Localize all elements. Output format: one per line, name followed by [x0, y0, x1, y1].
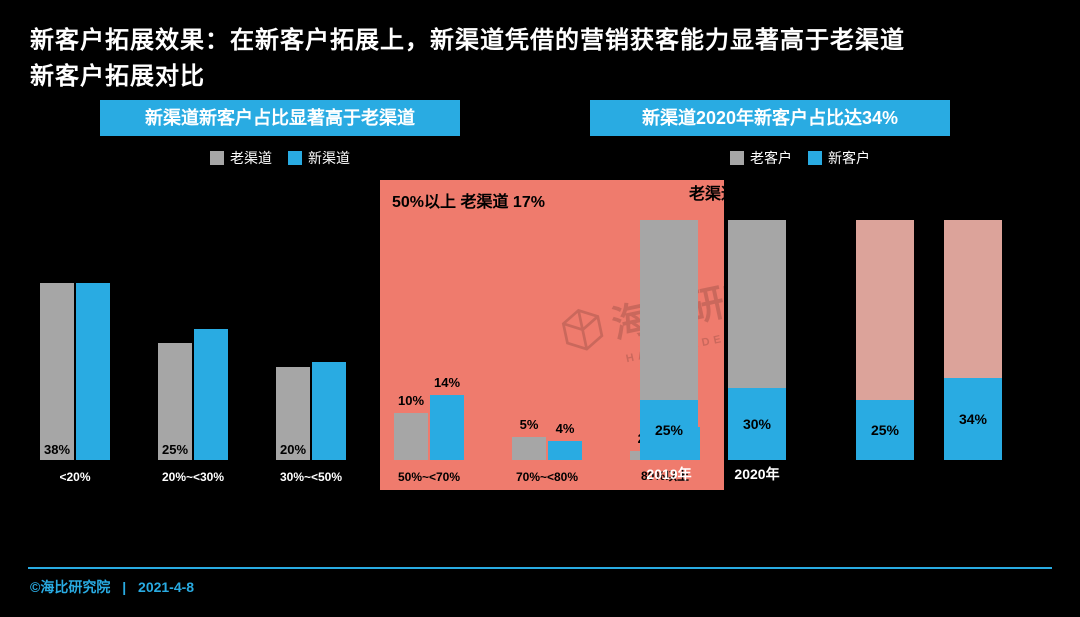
legend-label: 老客户 — [750, 148, 792, 168]
x-axis-label: 20%~<30% — [162, 470, 224, 484]
footer: ©海比研究院 | 2021-4-8 — [30, 577, 194, 597]
legend-label: 新渠道 — [308, 148, 350, 168]
footer-date: 2021-4-8 — [138, 579, 194, 595]
x-axis-label: <20% — [59, 470, 90, 484]
title-main: 新客户拓展效果：在新客户拓展上，新渠道凭借的营销获客能力显著高于老渠道 — [30, 20, 905, 55]
segment-value-label: 25% — [655, 422, 683, 438]
segment-old — [856, 220, 914, 400]
bar: 4% — [548, 441, 582, 460]
legend-label: 老渠道 — [230, 148, 272, 168]
x-axis-label: 70%~<80% — [516, 470, 578, 484]
bar-value-label: 14% — [434, 375, 460, 390]
footer-copyright: ©海比研究院 — [30, 579, 110, 595]
segment-old — [944, 220, 1002, 378]
bar-group: 38% — [40, 283, 110, 460]
bar-value-label: 38% — [44, 442, 70, 457]
stacked-bar: 25% — [640, 220, 698, 460]
legend-swatch — [730, 151, 744, 165]
bar-group: 10%14% — [394, 395, 464, 460]
bar-group: 25% — [158, 329, 228, 460]
panel-title-left: 新渠道新客户占比显著高于老渠道 — [100, 100, 460, 136]
bar-value-label: 4% — [556, 421, 575, 436]
legend-swatch — [808, 151, 822, 165]
footer-separator: | — [122, 579, 126, 595]
legend-swatch — [210, 151, 224, 165]
x-axis-label: 2019年 — [646, 464, 691, 484]
stacked-bar: 25% — [856, 220, 914, 460]
bar: 10% — [394, 413, 428, 460]
x-axis-label: 30%~<50% — [280, 470, 342, 484]
segment-value-label: 34% — [959, 411, 987, 427]
segment-old — [728, 220, 786, 388]
bar: 38% — [40, 283, 74, 460]
legend-right: 老客户 新客户 — [730, 148, 870, 168]
segment-old — [640, 220, 698, 400]
x-axis-label: 50%~<70% — [398, 470, 460, 484]
bar-group: 20% — [276, 362, 346, 460]
segment-value-label: 30% — [743, 416, 771, 432]
bar: 25% — [158, 343, 192, 460]
bar: 20% — [276, 367, 310, 460]
segment-value-label: 25% — [871, 422, 899, 438]
bar-value-label: 10% — [398, 393, 424, 408]
bar: 14% — [430, 395, 464, 460]
x-axis-label: 2020年 — [734, 464, 779, 484]
footer-divider — [28, 567, 1052, 569]
left-chart: 50%以上 老渠道 17% 新渠道 25% 38%<20%25%20%~<30%… — [30, 180, 540, 490]
bar-group: 5%4% — [512, 437, 582, 460]
legend-swatch — [288, 151, 302, 165]
callout-left-1: 50%以上 老渠道 17% — [392, 188, 545, 212]
section-label-new: 新渠道 — [905, 180, 953, 204]
slide: 新客户拓展效果：在新客户拓展上，新渠道凭借的营销获客能力显著高于老渠道 新客户拓… — [0, 0, 1080, 617]
stacked-bar: 34% — [944, 220, 1002, 460]
bar-value-label: 20% — [280, 442, 306, 457]
title-sub: 新客户拓展对比 — [30, 56, 205, 91]
bar — [312, 362, 346, 460]
bar — [194, 329, 228, 460]
legend-label: 新客户 — [828, 148, 870, 168]
panel-title-right: 新渠道2020年新客户占比达34% — [590, 100, 950, 136]
right-chart: 老渠道 新渠道 25% 2019年 30% 2020年 25% 2019年 34% 2020年 — [590, 180, 1030, 490]
section-label-old: 老渠道 — [689, 180, 737, 204]
bar-value-label: 25% — [162, 442, 188, 457]
bar — [76, 283, 110, 460]
bar: 5% — [512, 437, 546, 460]
legend-left: 老渠道 新渠道 — [210, 148, 350, 168]
x-axis-label: 2020年 — [950, 464, 995, 484]
stacked-bar: 30% — [728, 220, 786, 460]
x-axis-label: 2019年 — [862, 464, 907, 484]
bar-value-label: 5% — [520, 417, 539, 432]
